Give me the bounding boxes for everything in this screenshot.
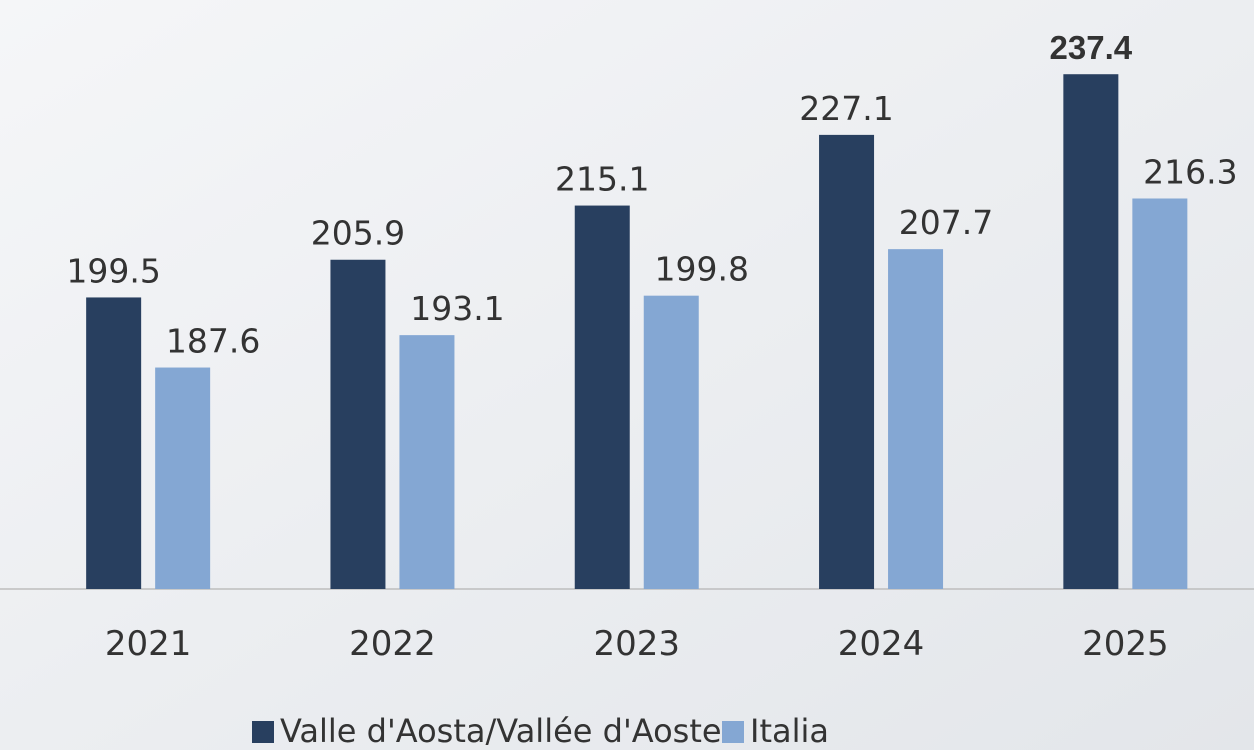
data-label: 207.7 (899, 203, 993, 242)
data-label: 199.8 (655, 250, 749, 289)
x-tick-label: 2023 (593, 624, 680, 664)
data-label: 216.3 (1143, 152, 1237, 191)
bar (1132, 198, 1188, 590)
bar (643, 295, 699, 589)
data-label: 227.1 (799, 89, 893, 128)
bar (888, 249, 944, 589)
bar (86, 297, 142, 589)
data-label: 187.6 (166, 322, 260, 361)
x-tick-label: 2024 (838, 624, 925, 664)
data-label: 215.1 (555, 160, 649, 199)
data-label: 193.1 (410, 289, 504, 328)
data-label: 199.5 (66, 251, 160, 290)
bar (819, 134, 875, 590)
legend-swatch (252, 721, 274, 743)
legend-swatch (722, 721, 744, 743)
bar (399, 335, 455, 589)
x-tick-label: 2025 (1082, 624, 1169, 664)
x-tick-label: 2021 (105, 624, 192, 664)
bar (330, 259, 386, 589)
x-tick-label: 2022 (349, 624, 436, 664)
legend-label: Italia (750, 712, 829, 750)
bar (155, 367, 211, 589)
legend-label: Valle d'Aosta/Vallée d'Aoste (280, 712, 722, 750)
bar (1063, 74, 1119, 590)
data-label: 205.9 (311, 214, 405, 253)
data-label: 237.4 (1050, 29, 1133, 66)
bar (574, 205, 630, 589)
